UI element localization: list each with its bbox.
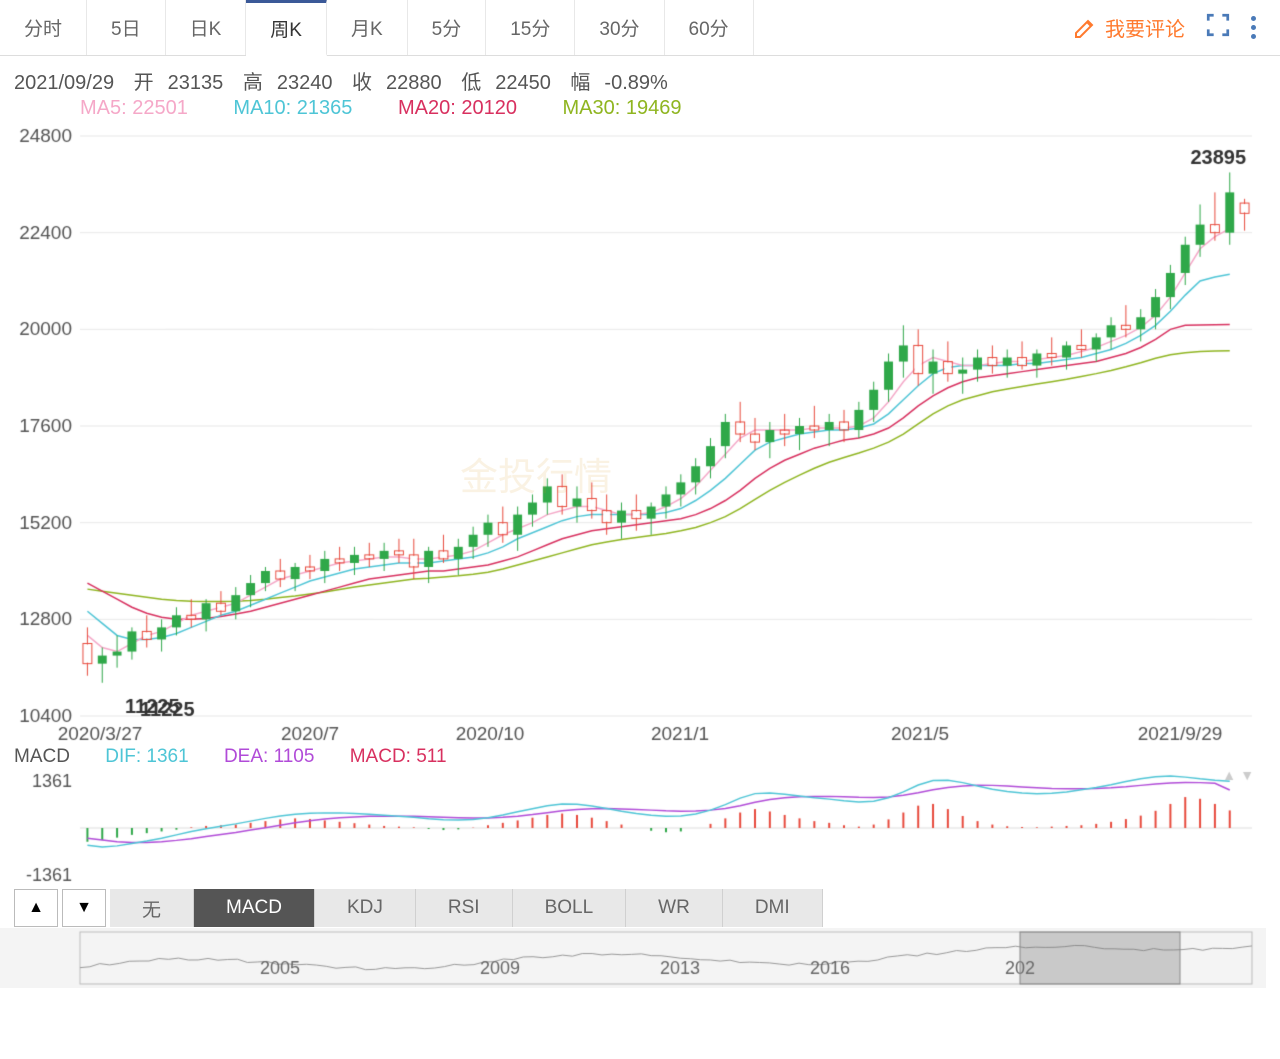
indicator-KDJ[interactable]: KDJ [315,889,416,927]
more-button[interactable] [1251,16,1256,39]
ohlc-info: 2021/09/29 开 23135 高 23240 收 22880 低 22450 幅… [0,56,1280,95]
indicator-RSI[interactable]: RSI [416,889,513,927]
tab-60分[interactable]: 60分 [665,0,754,55]
candlestick-chart[interactable] [0,126,1266,746]
indicator-WR[interactable]: WR [626,889,723,927]
indicator-up-button[interactable]: ▲ [14,889,58,927]
tab-5日[interactable]: 5日 [87,0,166,55]
tab-月K[interactable]: 月K [327,0,408,55]
fullscreen-button[interactable] [1205,12,1231,43]
ma10: MA10: 21365 [233,97,352,119]
indicator-DMI[interactable]: DMI [723,889,823,927]
low-value: 22450 [495,72,551,94]
indicator-BOLL[interactable]: BOLL [513,889,627,927]
tab-5分[interactable]: 5分 [408,0,487,55]
macd-chart[interactable] [0,768,1266,888]
comment-button[interactable]: 我要评论 [1073,13,1185,42]
tab-日K[interactable]: 日K [166,0,247,55]
ma5: MA5: 22501 [80,97,188,119]
close-label: 收 [352,72,372,94]
macd-title: MACD [14,746,70,767]
indicator-无[interactable]: 无 [110,889,194,927]
macd-dif: DIF: 1361 [105,746,188,767]
navigator-chart[interactable] [0,928,1266,988]
open-value: 23135 [168,72,224,94]
ma20: MA20: 20120 [398,97,517,119]
fullscreen-icon [1205,12,1231,38]
high-label: 高 [243,72,263,94]
tab-30分[interactable]: 30分 [575,0,664,55]
tab-15分[interactable]: 15分 [486,0,575,55]
comment-label: 我要评论 [1105,13,1185,42]
macd-legend: MACD DIF: 1361 DEA: 1105 MACD: 511 [0,746,1280,768]
low-label: 低 [461,72,481,94]
indicator-down-button[interactable]: ▼ [62,889,106,927]
change-label: 幅 [570,72,590,94]
indicator-bar: ▲ ▼ 无MACDKDJRSIBOLLWRDMI [0,888,1280,928]
toolbar: 分时5日日K周K月K5分15分30分60分 我要评论 [0,0,1280,56]
change-value: -0.89% [604,72,667,94]
tab-周K[interactable]: 周K [246,0,327,56]
macd-macd: MACD: 511 [350,746,447,767]
high-value: 23240 [277,72,333,94]
close-value: 22880 [386,72,442,94]
edit-icon [1073,16,1097,40]
info-date: 2021/09/29 [14,72,114,94]
open-label: 开 [134,72,154,94]
timeframe-tabs: 分时5日日K周K月K5分15分30分60分 [0,0,754,55]
ma-legend: MA5: 22501 MA10: 21365 MA20: 20120 MA30:… [0,95,1280,126]
ma30: MA30: 19469 [563,97,682,119]
tab-分时[interactable]: 分时 [0,0,87,55]
macd-dea: DEA: 1105 [224,746,314,767]
indicator-MACD[interactable]: MACD [194,889,315,927]
